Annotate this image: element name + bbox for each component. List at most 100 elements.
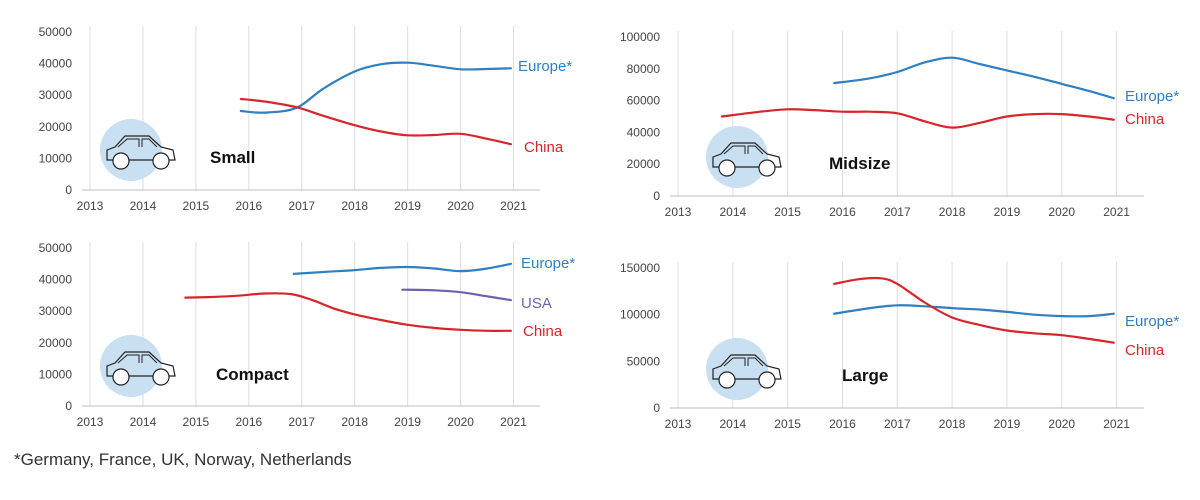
car-wheel-rear: [758, 159, 776, 177]
series-line-europe: [292, 262, 512, 275]
y-tick-label: 150000: [620, 261, 660, 275]
y-tick-label: 20000: [39, 120, 73, 134]
x-tick-label: 2021: [1103, 417, 1130, 431]
car-icon: [106, 135, 176, 170]
y-tick-label: 30000: [39, 304, 73, 318]
car-wheel-front: [718, 159, 736, 177]
series-line-china: [184, 292, 512, 332]
x-tick-label: 2019: [994, 205, 1021, 219]
y-tick-label: 40000: [627, 125, 661, 139]
chart-panel-large: 2013 2014 2015 2016 2017 2018 2019 2020 2021 0 500…: [620, 261, 1179, 431]
series-line-europe: [239, 61, 512, 114]
y-tick-label: 40000: [39, 57, 73, 71]
x-tick-label: 2018: [341, 415, 368, 429]
car-window-rear: [141, 138, 158, 148]
chart-title: Small: [210, 148, 255, 167]
y-tick-label: 0: [65, 183, 72, 197]
car-window-front: [117, 138, 140, 148]
car-window-rear: [141, 354, 158, 364]
series-label-usa: USA: [521, 295, 552, 312]
x-tick-label: 2018: [341, 199, 368, 213]
x-tick-label: 2013: [77, 199, 104, 213]
car-circle-icon: [706, 338, 768, 400]
x-tick-label: 2020: [1048, 205, 1075, 219]
y-tick-label: 50000: [39, 241, 73, 255]
car-wheel-front: [112, 368, 130, 386]
car-wheel-rear: [152, 368, 170, 386]
x-tick-label: 2016: [235, 415, 262, 429]
x-tick-label: 2013: [665, 205, 692, 219]
y-tick-label: 20000: [627, 157, 661, 171]
car-icon: [712, 142, 782, 177]
x-tick-label: 2021: [1103, 205, 1130, 219]
x-tick-label: 2021: [500, 199, 527, 213]
car-body: [106, 351, 176, 377]
x-tick-label: 2014: [719, 417, 746, 431]
car-window-front: [117, 354, 140, 364]
chart-panel-midsize: 2013 2014 2015 2016 2017 2018 2019 2020 2021 0 200…: [620, 30, 1179, 219]
series-line-china: [833, 276, 1115, 344]
y-tick-label: 100000: [620, 308, 660, 322]
x-tick-label: 2015: [774, 205, 801, 219]
car-window-front: [723, 357, 746, 367]
car-body: [106, 135, 176, 161]
x-tick-label: 2020: [1048, 417, 1075, 431]
x-tick-label: 2015: [774, 417, 801, 431]
chart-title: Midsize: [829, 154, 890, 173]
series-label-china: China: [524, 139, 564, 156]
y-tick-label: 80000: [627, 62, 661, 76]
series-line-china: [720, 108, 1115, 129]
x-tick-label: 2019: [394, 199, 421, 213]
y-tick-label: 10000: [39, 151, 73, 165]
x-tick-label: 2019: [394, 415, 421, 429]
series-label-europe: Europe*: [1125, 88, 1179, 105]
y-tick-label: 20000: [39, 336, 73, 350]
footnote: *Germany, France, UK, Norway, Netherland…: [14, 450, 352, 469]
series-line-europe: [833, 56, 1115, 100]
car-body: [712, 142, 782, 168]
x-tick-label: 2014: [719, 205, 746, 219]
x-tick-label: 2016: [829, 417, 856, 431]
car-circle-icon: [100, 119, 162, 181]
series-label-europe: Europe*: [518, 58, 572, 75]
y-tick-label: 60000: [627, 94, 661, 108]
car-circle-icon: [100, 335, 162, 397]
series-label-china: China: [1125, 111, 1165, 128]
car-wheel-front: [718, 371, 736, 389]
x-tick-label: 2018: [939, 205, 966, 219]
y-tick-label: 100000: [620, 30, 660, 44]
x-tick-label: 2014: [130, 199, 157, 213]
car-wheel-rear: [758, 371, 776, 389]
x-tick-label: 2018: [939, 417, 966, 431]
y-tick-label: 30000: [39, 88, 73, 102]
car-window-rear: [747, 357, 764, 367]
car-circle-icon: [706, 126, 768, 188]
y-tick-label: 50000: [39, 25, 73, 39]
car-window-rear: [747, 145, 764, 155]
x-tick-label: 2017: [884, 417, 911, 431]
car-icon: [712, 354, 782, 389]
x-tick-label: 2020: [447, 199, 474, 213]
y-tick-label: 50000: [627, 354, 661, 368]
series-label-china: China: [1125, 342, 1165, 359]
x-tick-label: 2017: [288, 415, 315, 429]
series-label-europe: Europe*: [1125, 313, 1179, 330]
x-tick-label: 2015: [183, 199, 210, 213]
y-tick-label: 10000: [39, 367, 73, 381]
series-line-china: [239, 97, 512, 146]
car-wheel-rear: [152, 152, 170, 170]
chart-title: Large: [842, 366, 888, 385]
x-tick-label: 2017: [884, 205, 911, 219]
x-tick-label: 2016: [829, 205, 856, 219]
y-tick-label: 40000: [39, 273, 73, 287]
car-window-front: [723, 145, 746, 155]
car-wheel-front: [112, 152, 130, 170]
series-label-europe: Europe*: [521, 255, 575, 272]
chart-panel-small: 2013 2014 2015 2016 2017 2018 2019 2020 2021 0 100…: [39, 25, 573, 213]
chart-title: Compact: [216, 365, 289, 384]
y-tick-label: 0: [653, 189, 660, 203]
car-icon: [106, 351, 176, 386]
series-line-europe: [833, 304, 1115, 318]
x-tick-label: 2015: [183, 415, 210, 429]
